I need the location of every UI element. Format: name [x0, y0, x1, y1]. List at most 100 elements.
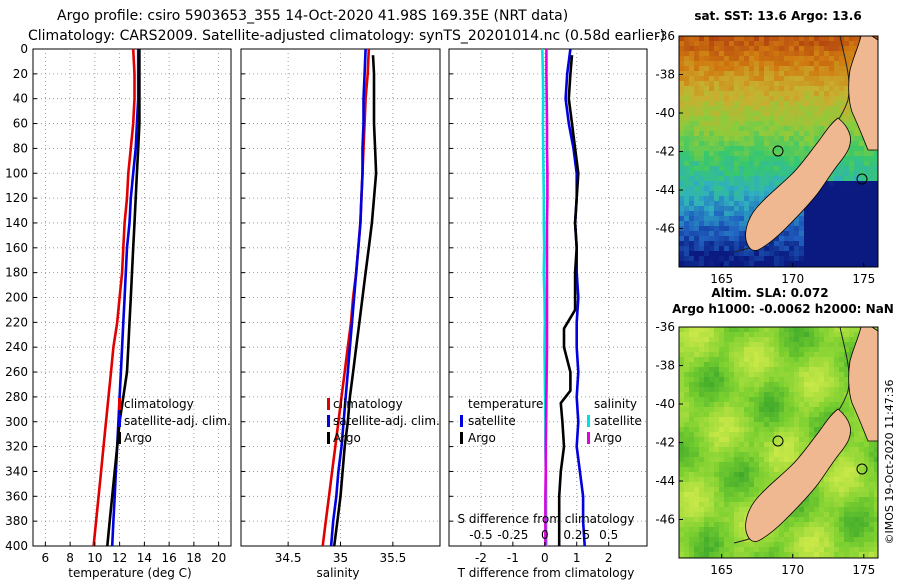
difference-x-ticks: -2 -1 0 1 2: [475, 542, 612, 565]
heatmap-cell: [739, 151, 745, 157]
heatmap-cell: [814, 372, 820, 378]
heatmap-cell: [729, 542, 735, 548]
heatmap-cell: [749, 547, 755, 553]
heatmap-cell: [739, 96, 745, 102]
heatmap-cell: [709, 46, 715, 52]
heatmap-cell: [854, 201, 860, 207]
heatmap-cell: [714, 397, 720, 403]
heatmap-cell: [709, 246, 715, 252]
heatmap-cell: [679, 136, 685, 142]
heatmap-cell: [809, 357, 815, 363]
heatmap-cell: [859, 532, 865, 538]
heatmap-cell: [759, 56, 765, 62]
heatmap-cell: [724, 522, 730, 528]
heatmap-cell: [809, 547, 815, 553]
heatmap-cell: [714, 216, 720, 222]
heatmap-cell: [779, 76, 785, 82]
heatmap-cell: [694, 56, 700, 62]
heatmap-cell: [749, 111, 755, 117]
heatmap-cell: [719, 86, 725, 92]
depth-tick-label: 280: [5, 390, 28, 404]
heatmap-cell: [739, 146, 745, 152]
heatmap-cell: [849, 412, 855, 418]
heatmap-cell: [749, 417, 755, 423]
heatmap-cell: [759, 176, 765, 182]
heatmap-cell: [854, 136, 860, 142]
heatmap-cell: [754, 96, 760, 102]
legend-swatch-satellite: [118, 415, 121, 427]
sst-map-axes: 165 170 175-36-38-40-42-44-46: [655, 29, 875, 286]
heatmap-cell: [714, 246, 720, 252]
heatmap-cell: [689, 532, 695, 538]
heatmap-cell: [804, 231, 810, 237]
heatmap-cell: [689, 327, 695, 333]
heatmap-cell: [849, 452, 855, 458]
heatmap-cell: [794, 397, 800, 403]
heatmap-cell: [834, 196, 840, 202]
heatmap-cell: [854, 121, 860, 127]
heatmap-cell: [739, 246, 745, 252]
heatmap-cell: [704, 497, 710, 503]
heatmap-cell: [704, 482, 710, 488]
heatmap-cell: [824, 191, 830, 197]
heatmap-cell: [849, 432, 855, 438]
heatmap-cell: [874, 161, 878, 167]
heatmap-cell: [739, 166, 745, 172]
heatmap-cell: [774, 552, 780, 558]
heatmap-cell: [679, 402, 685, 408]
heatmap-cell: [814, 126, 820, 132]
heatmap-cell: [679, 332, 685, 338]
heatmap-cell: [724, 542, 730, 548]
heatmap-cell: [774, 422, 780, 428]
heatmap-cell: [854, 457, 860, 463]
heatmap-cell: [759, 86, 765, 92]
heatmap-cell: [789, 111, 795, 117]
heatmap-cell: [814, 542, 820, 548]
heatmap-cell: [719, 66, 725, 72]
heatmap-cell: [804, 221, 810, 227]
heatmap-cell: [744, 106, 750, 112]
heatmap-cell: [734, 357, 740, 363]
heatmap-cell: [784, 397, 790, 403]
heatmap-cell: [794, 382, 800, 388]
heatmap-cell: [869, 452, 875, 458]
heatmap-cell: [704, 352, 710, 358]
heatmap-cell: [734, 417, 740, 423]
heatmap-cell: [779, 352, 785, 358]
heatmap-cell: [754, 196, 760, 202]
heatmap-cell: [764, 387, 770, 393]
heatmap-cell: [779, 457, 785, 463]
heatmap-cell: [799, 377, 805, 383]
heatmap-cell: [679, 156, 685, 162]
heatmap-cell: [834, 71, 840, 77]
heatmap-cell: [699, 191, 705, 197]
heatmap-cell: [864, 171, 870, 177]
heatmap-cell: [694, 327, 700, 333]
heatmap-cell: [719, 76, 725, 82]
heatmap-cell: [749, 452, 755, 458]
heatmap-cell: [799, 347, 805, 353]
heatmap-cell: [749, 106, 755, 112]
heatmap-cell: [869, 472, 875, 478]
heatmap-cell: [699, 131, 705, 137]
heatmap-cell: [699, 402, 705, 408]
heatmap-cell: [789, 522, 795, 528]
heatmap-cell: [854, 542, 860, 548]
heatmap-cell: [704, 121, 710, 127]
heatmap-cell: [769, 337, 775, 343]
heatmap-cell: [859, 467, 865, 473]
heatmap-cell: [794, 432, 800, 438]
heatmap-cell: [839, 181, 845, 187]
heatmap-cell: [769, 171, 775, 177]
heatmap-cell: [754, 126, 760, 132]
heatmap-cell: [754, 186, 760, 192]
heatmap-cell: [689, 181, 695, 187]
heatmap-cell: [849, 176, 855, 182]
heatmap-cell: [759, 427, 765, 433]
heatmap-cell: [749, 362, 755, 368]
heatmap-cell: [679, 482, 685, 488]
heatmap-cell: [724, 422, 730, 428]
heatmap-cell: [779, 397, 785, 403]
heatmap-cell: [774, 397, 780, 403]
heatmap-cell: [804, 367, 810, 373]
